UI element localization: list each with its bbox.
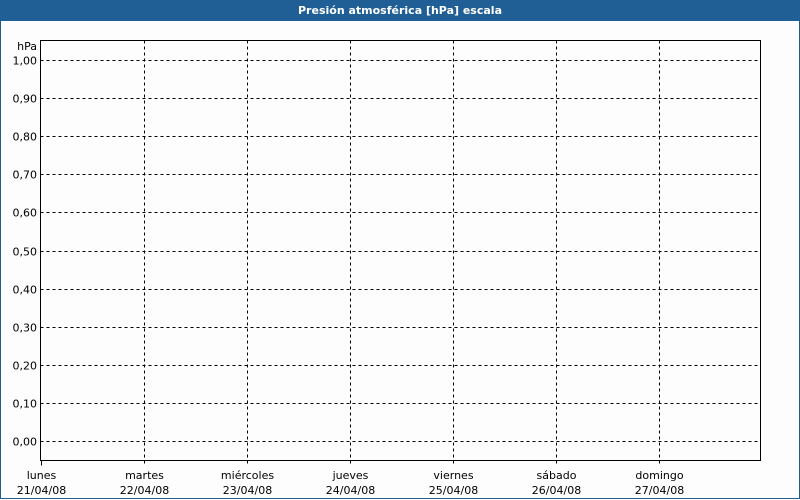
x-tick-date: 26/04/08: [532, 484, 581, 497]
plot-area-border: [40, 40, 761, 461]
y-axis-label: hPa: [17, 40, 37, 53]
x-tick-day: viernes: [433, 469, 473, 482]
x-tick-day: martes: [125, 469, 164, 482]
y-tick-label: 0,90: [13, 93, 38, 106]
y-tick-label: 0,80: [13, 131, 38, 144]
y-tick-label: 0,60: [13, 207, 38, 220]
y-tick-label: 0,00: [13, 436, 38, 449]
y-tick-label: 0,20: [13, 360, 38, 373]
y-tick-label: 0,40: [13, 284, 38, 297]
x-tick-day: domingo: [635, 469, 683, 482]
x-tick-day: miércoles: [221, 469, 274, 482]
y-tick-label: 0,30: [13, 322, 38, 335]
x-tick-day: sábado: [537, 469, 577, 482]
y-tick-label: 0,70: [13, 169, 38, 182]
y-tick-label: 0,10: [13, 398, 38, 411]
x-tick-date: 21/04/08: [17, 484, 66, 497]
x-tick-day: jueves: [332, 469, 369, 482]
x-tick-date: 23/04/08: [223, 484, 272, 497]
x-tick-date: 22/04/08: [120, 484, 169, 497]
y-tick-label: 1,00: [13, 55, 38, 68]
y-tick-label: 0,50: [13, 246, 38, 259]
chart-title: Presión atmosférica [hPa] escala: [0, 0, 800, 21]
x-tick-date: 25/04/08: [429, 484, 478, 497]
x-tick-date: 27/04/08: [635, 484, 684, 497]
x-tick-date: 24/04/08: [326, 484, 375, 497]
x-tick-day: lunes: [27, 469, 57, 482]
